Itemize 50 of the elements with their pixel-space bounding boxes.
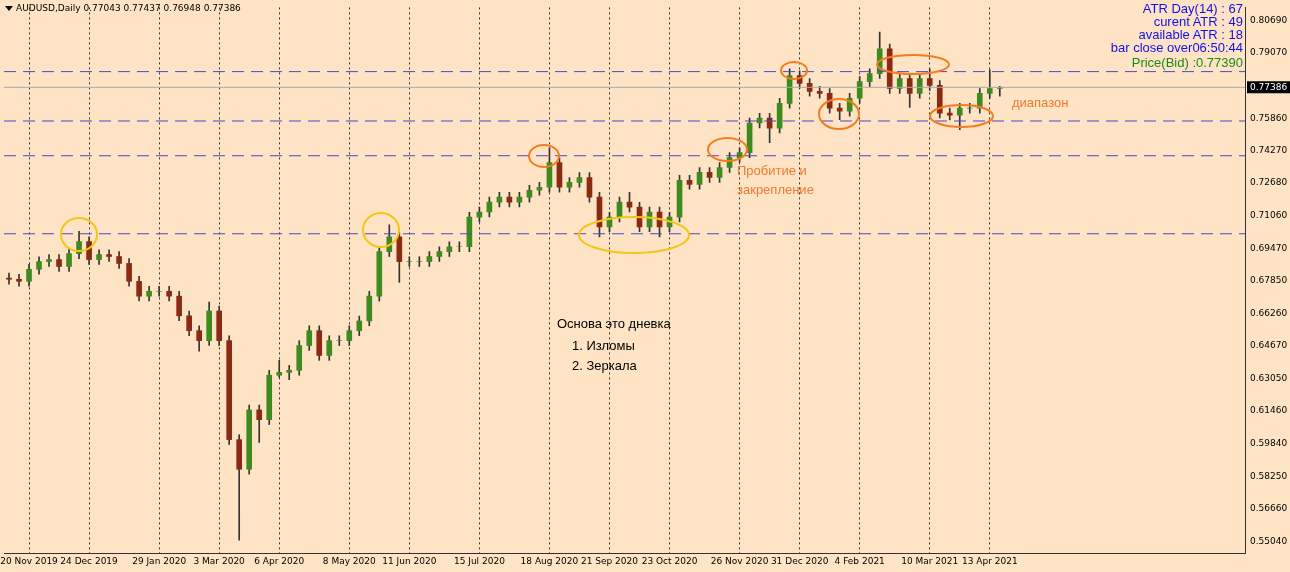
- y-tick-label: 0.63050: [1250, 372, 1288, 383]
- x-tick-label: 24 Dec 2019: [60, 555, 119, 566]
- y-tick-label: 0.67850: [1250, 275, 1288, 286]
- y-tick-label: 0.64670: [1250, 340, 1288, 351]
- annotation: 2. Зеркала: [572, 358, 637, 373]
- candlestick: [836, 102, 843, 120]
- y-tick-label: 0.58250: [1250, 470, 1288, 481]
- annotation: bar close over06:50:44: [1110, 40, 1243, 55]
- x-tick-label: 6 Apr 2020: [254, 555, 305, 566]
- y-tick-label: 0.59840: [1250, 438, 1288, 449]
- y-tick-label: 0.69470: [1250, 242, 1288, 253]
- annotation: available ATR : 18: [1138, 27, 1243, 42]
- candlestick: [336, 335, 343, 346]
- x-tick-label: 18 Aug 2020: [520, 555, 579, 566]
- y-tick-label: 0.56660: [1250, 502, 1288, 513]
- x-tick-label: 13 Apr 2021: [961, 555, 1018, 566]
- x-tick-label: 3 Mar 2020: [193, 555, 246, 566]
- candlestick: [286, 365, 293, 380]
- y-tick-label: 0.75860: [1250, 112, 1288, 123]
- y-tick-label: 0.74270: [1250, 145, 1288, 155]
- y-tick-label: 0.72680: [1250, 177, 1288, 188]
- y-tick-label: 0.80690: [1250, 14, 1288, 25]
- x-tick-label: 31 Dec 2020: [770, 555, 829, 566]
- x-tick-label: 8 May 2020: [322, 555, 377, 566]
- x-tick-label: 15 Jul 2020: [453, 555, 506, 566]
- x-tick-label: 29 Jan 2020: [132, 555, 187, 566]
- annotation: Price(Bid) :0.77390: [1131, 55, 1243, 70]
- x-tick-label: 26 Nov 2020: [710, 555, 769, 566]
- annotation: диапазон: [1012, 95, 1069, 110]
- x-tick-label: 10 Mar 2021: [901, 555, 959, 566]
- y-tick-label: 0.61460: [1250, 405, 1288, 416]
- y-tick-label: 0.55040: [1250, 535, 1288, 546]
- y-tick-label: 0.71060: [1250, 210, 1288, 221]
- annotation: Пробитие и закрепление: [737, 162, 815, 199]
- annotation: 1. Изломы: [572, 338, 635, 353]
- y-tick-label: 0.79070: [1250, 47, 1288, 58]
- ref-line-label: 0.77386: [1250, 81, 1288, 92]
- chart-title: AUDUSD,Daily 0.77043 0.77437 0.76948 0.77386: [16, 3, 241, 13]
- candlestick: [46, 254, 52, 267]
- candlestick: [16, 274, 22, 287]
- x-tick-label: 20 Nov 2019: [0, 555, 59, 566]
- annotation: Основа это дневка: [557, 316, 671, 331]
- x-tick-label: 21 Sep 2020: [580, 555, 639, 566]
- candlestick: [6, 272, 12, 285]
- x-tick-label: 23 Oct 2020: [641, 555, 698, 566]
- candlestick: [106, 249, 112, 262]
- y-tick-label: 0.66260: [1250, 307, 1288, 318]
- x-tick-label: 4 Feb 2021: [834, 555, 885, 566]
- x-tick-label: 11 Jun 2020: [382, 555, 437, 566]
- annotation: ATR Day(14) : 67: [1142, 1, 1243, 16]
